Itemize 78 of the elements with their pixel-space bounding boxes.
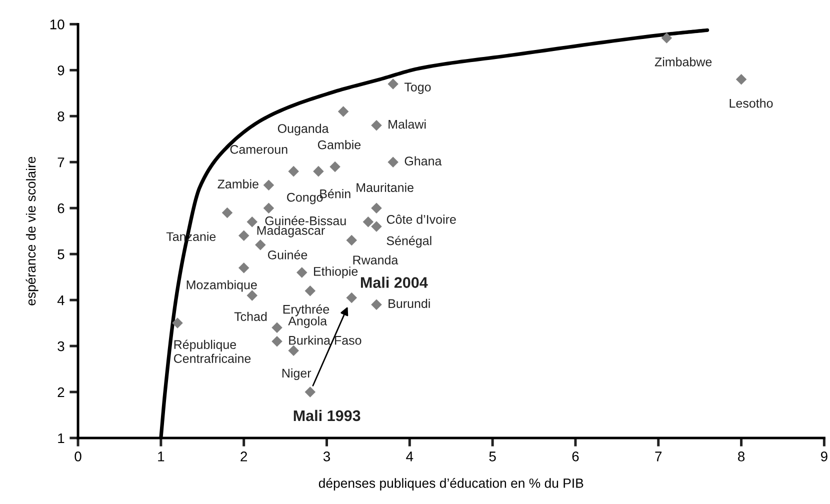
annotation: Angola xyxy=(288,316,328,328)
x-tick-label: 8 xyxy=(738,452,745,462)
annotation: Malawi xyxy=(388,120,426,129)
point xyxy=(362,216,374,228)
annotation: Guinée-Bissau xyxy=(265,216,346,226)
x-tick-label: 9 xyxy=(820,452,828,462)
point xyxy=(346,292,357,304)
x-tick-label: 6 xyxy=(572,452,579,462)
x-tick-label: 0 xyxy=(74,452,82,462)
point xyxy=(371,202,382,214)
point xyxy=(338,106,349,117)
y-tick-label: 3 xyxy=(58,341,64,352)
point xyxy=(263,180,274,190)
annotation: Mali 1993 xyxy=(294,410,360,422)
point xyxy=(272,322,282,334)
annotation: Gambie xyxy=(318,140,361,150)
point xyxy=(304,285,316,296)
point xyxy=(222,207,233,218)
point xyxy=(371,299,382,310)
point xyxy=(330,161,340,172)
annotation: Mauritanie xyxy=(356,182,414,192)
point xyxy=(296,267,308,278)
y-tick-label: 4 xyxy=(57,296,64,306)
y-tick-label: 1 xyxy=(58,433,64,444)
point xyxy=(388,78,398,90)
x-tick-label: 3 xyxy=(323,452,330,462)
annotation: Niger xyxy=(282,368,312,380)
annotation: Ethiopie xyxy=(314,266,358,278)
annotation: Madagascar xyxy=(257,226,325,238)
y-tick-label: 9 xyxy=(58,66,64,76)
x-tick-label: 5 xyxy=(489,452,496,462)
y-tick-label: 8 xyxy=(58,111,64,122)
point xyxy=(371,120,382,131)
annotation: République Centrafricaine xyxy=(174,340,251,363)
x-tick-label: 4 xyxy=(406,452,414,462)
annotation: Burkina Faso xyxy=(289,336,362,345)
point xyxy=(255,239,266,250)
annotation: Cameroun xyxy=(230,144,288,154)
annotation: Lesotho xyxy=(730,98,773,108)
x-tick-label: 1 xyxy=(158,452,164,462)
point xyxy=(736,74,747,85)
point xyxy=(313,166,324,177)
point xyxy=(304,386,316,398)
annotation: Togo xyxy=(404,82,431,94)
annotation: Tchad xyxy=(234,312,267,322)
annotation: Côte d’Ivoire xyxy=(386,214,456,224)
annotation: Erythrée xyxy=(283,304,330,316)
annotation: Ghana xyxy=(404,156,442,166)
annotation: Mali 2004 xyxy=(360,276,428,288)
point xyxy=(388,156,398,168)
point xyxy=(288,345,299,356)
point xyxy=(346,234,357,246)
x-axis-title: dépenses publiques d’éducation en % du PIB xyxy=(318,478,584,490)
point xyxy=(172,318,183,328)
point xyxy=(371,221,382,232)
y-tick-label: 6 xyxy=(58,203,64,214)
y-tick-label: 10 xyxy=(50,20,64,30)
point xyxy=(661,32,672,44)
y-tick-label: 5 xyxy=(58,250,64,260)
x-tick-label: 7 xyxy=(655,452,662,462)
annotation: Burundi xyxy=(388,298,430,308)
annotation: Ouganda xyxy=(278,124,329,136)
annotation: Zimbabwe xyxy=(654,57,712,66)
annotation: Sénégal xyxy=(386,236,432,248)
y-tick-label: 7 xyxy=(58,158,64,168)
point xyxy=(288,166,299,177)
x-tick-label: 2 xyxy=(240,452,247,462)
point xyxy=(263,202,274,214)
annotation: Mozambique xyxy=(186,280,257,292)
annotation: Rwanda xyxy=(353,255,398,264)
point xyxy=(246,216,258,228)
y-axis-title: espérance de vie scolaire xyxy=(26,156,38,306)
y-tick-label: 2 xyxy=(58,387,64,398)
annotation: Guinée xyxy=(268,250,308,260)
point xyxy=(238,262,250,274)
annotation: Zambie xyxy=(218,179,258,188)
point xyxy=(272,336,282,347)
point xyxy=(238,230,250,242)
